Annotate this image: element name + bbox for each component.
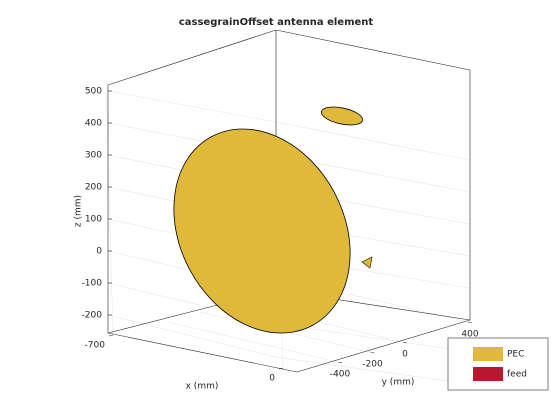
- legend: [447, 337, 549, 391]
- x-tick: [108, 334, 114, 337]
- y-tick: [467, 321, 473, 324]
- grid-line: [105, 79, 114, 336]
- x-tick: [278, 367, 284, 370]
- grid-line: [275, 121, 471, 161]
- z-tick-label: 0: [96, 247, 102, 257]
- z-axis-label: z (mm): [74, 195, 84, 227]
- legend-label: PEC: [507, 350, 524, 360]
- y-tick-label: 0: [402, 350, 408, 360]
- sub-reflector: [320, 106, 364, 126]
- box-edge: [275, 29, 471, 71]
- z-tick-label: -100: [82, 279, 103, 289]
- legend-entries: PEC feed: [473, 347, 527, 381]
- grid-line: [275, 356, 471, 385]
- feed-horn: [361, 256, 373, 269]
- grid-line: [107, 90, 277, 123]
- z-tick-label: -200: [82, 311, 103, 321]
- z-tick-label: 500: [85, 87, 102, 97]
- legend-swatch: [473, 367, 503, 381]
- box-edge: [296, 319, 471, 373]
- y-axis-label: y (mm): [382, 378, 415, 388]
- legend-swatch: [473, 347, 503, 361]
- y-tick: [337, 361, 343, 364]
- legend-label: feed: [507, 370, 527, 380]
- y-tick-label: 400: [461, 330, 478, 340]
- chart-title: cassegrainOffset antenna element: [179, 17, 374, 28]
- box-edge: [107, 29, 277, 86]
- main-reflector: [173, 128, 351, 334]
- grid-line: [275, 323, 471, 353]
- y-tick: [402, 341, 408, 344]
- grid-line: [167, 321, 339, 363]
- z-tick-label: 400: [85, 119, 102, 129]
- x-axis-label: x (mm): [186, 382, 219, 392]
- box-edge: [107, 332, 298, 373]
- y-tick-label: -200: [362, 360, 383, 370]
- z-tick-label: 300: [85, 151, 102, 161]
- z-tick-label: 200: [85, 183, 102, 193]
- y-tick: [370, 351, 375, 354]
- y-tick-label: -400: [330, 370, 351, 380]
- x-tick-label: 0: [269, 374, 275, 384]
- grid-line: [107, 314, 277, 358]
- x-tick-label: -700: [85, 341, 106, 351]
- z-tick-label: 100: [85, 215, 102, 225]
